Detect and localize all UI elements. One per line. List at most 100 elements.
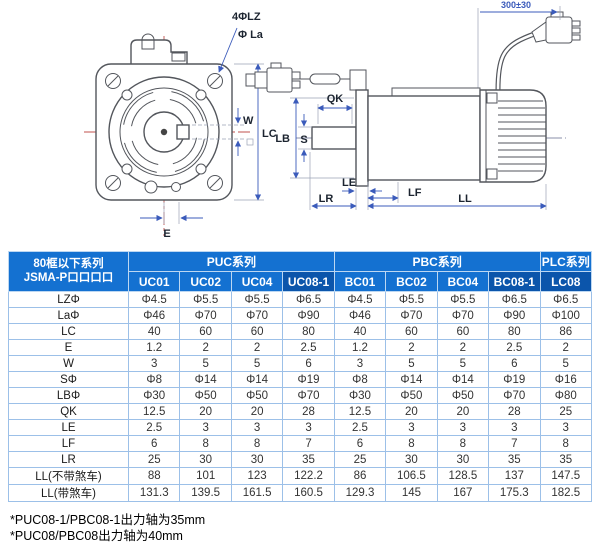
col-header-uc01: UC01: [127, 271, 181, 292]
dim-label-lc: LC: [262, 128, 277, 140]
table-cell: 2.5: [282, 339, 335, 356]
table-cell: Φ70: [230, 307, 284, 324]
table-cell: Φ70: [282, 387, 335, 404]
table-row: LL(不带煞车) 88 101 123 122.2 86 106.5 128.5 137 147.…: [8, 467, 592, 485]
row-label: W: [8, 355, 129, 372]
table-cell: 2.5: [333, 419, 387, 436]
row-label: LE: [8, 419, 129, 436]
table-cell: Φ90: [488, 307, 541, 324]
table-cell: 3: [333, 355, 387, 372]
table-cell: 30: [436, 451, 490, 468]
table-cell: Φ70: [179, 307, 232, 324]
table-cell: 60: [385, 323, 438, 340]
table-row: LBΦ Φ30 Φ50 Φ50 Φ70 Φ30 Φ50 Φ50 Φ70 Φ80: [8, 387, 592, 404]
corner-header: 80框以下系列 JSMA-P口口口口: [8, 251, 129, 292]
table-cell: 3: [179, 419, 232, 436]
table-cell: Φ5.5: [230, 291, 284, 308]
dim-label-ll: LL: [458, 193, 472, 205]
col-header-bc01: BC01: [333, 271, 387, 292]
table-cell: Φ6.5: [539, 291, 592, 308]
table-cell: Φ14: [436, 371, 490, 388]
table-cell: Φ30: [333, 387, 387, 404]
table-cell: 123: [230, 467, 284, 485]
table-cell: 35: [539, 451, 592, 468]
table-cell: 60: [436, 323, 490, 340]
dim-label-e: E: [163, 228, 170, 240]
table-cell: 122.2: [282, 467, 335, 485]
table-row: E 1.2 2 2 2.5 1.2 2 2 2.5 2: [8, 339, 592, 356]
table-cell: 145: [385, 484, 438, 502]
table-cell: Φ19: [282, 371, 335, 388]
table-cell: Φ8: [127, 371, 181, 388]
group-header-plc: PLC系列: [539, 251, 592, 272]
table-cell: 25: [333, 451, 387, 468]
table-cell: 30: [385, 451, 438, 468]
table-cell: Φ90: [282, 307, 335, 324]
table-cell: Φ70: [385, 307, 438, 324]
row-label: E: [8, 339, 129, 356]
dim-label-la: Φ La: [238, 29, 264, 41]
table-cell: 3: [127, 355, 181, 372]
table-cell: 20: [179, 403, 232, 420]
table-cell: 35: [282, 451, 335, 468]
table-cell: 3: [230, 419, 284, 436]
dim-label-lr: LR: [319, 193, 334, 205]
table-cell: 8: [230, 435, 284, 452]
row-label: LC: [8, 323, 129, 340]
spec-table-container: 80框以下系列 JSMA-P口口口口 PUC系列 PBC系列 PLC系列 UC0…: [8, 251, 592, 502]
table-cell: 5: [385, 355, 438, 372]
table-cell: 175.3: [488, 484, 541, 502]
footnote-2: *PUC08/PBC08出力轴为40mm: [10, 528, 183, 543]
table-cell: 60: [230, 323, 284, 340]
col-header-uc02: UC02: [179, 271, 232, 292]
table-cell: 6: [282, 355, 335, 372]
row-label: LF: [8, 435, 129, 452]
table-row: QK 12.5 20 20 28 12.5 20 20 28 25: [8, 403, 592, 420]
table-cell: 5: [230, 355, 284, 372]
table-cell: 80: [282, 323, 335, 340]
table-cell: 2: [230, 339, 284, 356]
table-cell: 3: [488, 419, 541, 436]
table-cell: Φ8: [333, 371, 387, 388]
table-cell: 60: [179, 323, 232, 340]
table-cell: Φ5.5: [385, 291, 438, 308]
footnotes: *PUC08-1/PBC08-1出力轴为35mm *PUC08/PBC08出力轴…: [10, 513, 205, 544]
table-cell: 106.5: [385, 467, 438, 485]
table-cell: 35: [488, 451, 541, 468]
table-cell: 6: [488, 355, 541, 372]
col-header-bc04: BC04: [436, 271, 490, 292]
table-cell: Φ50: [385, 387, 438, 404]
dim-label-s: S: [300, 134, 307, 146]
table-row: LL(带煞车) 131.3 139.5 161.5 160.5 129.3 145 167 17…: [8, 484, 592, 502]
table-cell: 3: [282, 419, 335, 436]
table-row: LZΦ Φ4.5 Φ5.5 Φ5.5 Φ6.5 Φ4.5 Φ5.5 Φ5.5 Φ6.5 Φ6.5: [8, 291, 592, 308]
table-cell: 86: [539, 323, 592, 340]
dim-label-lb: LB: [275, 133, 290, 145]
motor-dimension-diagram: 4ΦLZ Φ La W LC E: [0, 0, 600, 248]
table-cell: Φ4.5: [333, 291, 387, 308]
dim-label-4lz: 4ΦLZ: [232, 11, 261, 23]
footnote-1: *PUC08-1/PBC08-1出力轴为35mm: [10, 513, 206, 527]
table-row: LE 2.5 3 3 3 2.5 3 3 3 3: [8, 419, 592, 436]
table-cell: 25: [539, 403, 592, 420]
group-header-puc: PUC系列: [128, 251, 335, 272]
row-label: LR: [8, 451, 129, 468]
table-cell: Φ4.5: [127, 291, 181, 308]
dim-label-le: LE: [342, 177, 356, 189]
corner-header-line2: JSMA-P口口口口: [23, 271, 114, 284]
table-cell: 1.2: [333, 339, 387, 356]
table-cell: 8: [385, 435, 438, 452]
row-label: LZΦ: [8, 291, 129, 308]
table-cell: 167: [436, 484, 490, 502]
spec-table-body: LZΦ Φ4.5 Φ5.5 Φ5.5 Φ6.5 Φ4.5 Φ5.5 Φ5.5 Φ6.5 Φ6.5 L…: [8, 291, 592, 502]
row-label: QK: [8, 403, 129, 420]
col-header-bc02: BC02: [385, 271, 438, 292]
table-row: LF 6 8 8 7 6 8 8 7 8: [8, 435, 592, 452]
table-row: LC 40 60 60 80 40 60 60 80 86: [8, 323, 592, 340]
table-cell: Φ70: [436, 307, 490, 324]
table-row: LR 25 30 30 35 25 30 30 35 35: [8, 451, 592, 468]
table-cell: Φ80: [539, 387, 592, 404]
table-cell: 131.3: [127, 484, 181, 502]
table-cell: 160.5: [282, 484, 335, 502]
